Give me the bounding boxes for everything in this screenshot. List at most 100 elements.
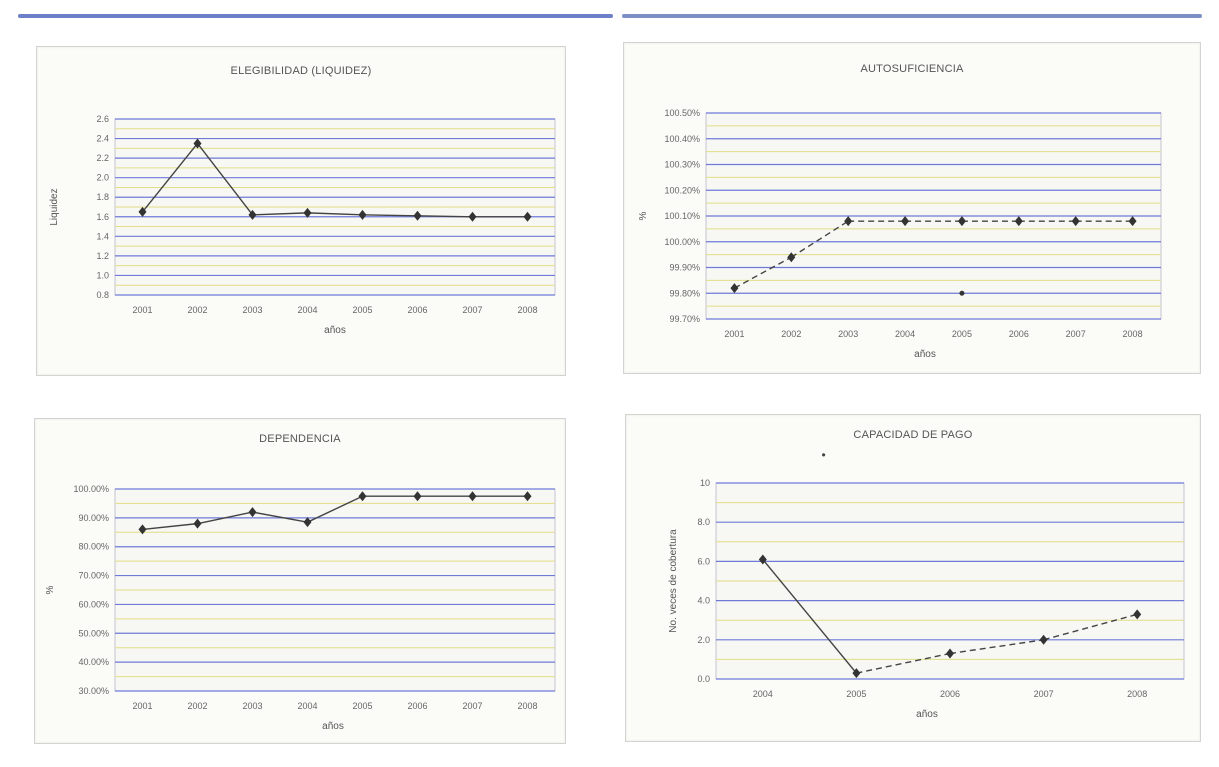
y-tick-label: 100.40% <box>664 134 700 144</box>
x-tick-label: 2005 <box>952 329 972 339</box>
series-line-segment <box>362 214 418 217</box>
y-tick-label: 4.0 <box>697 596 710 606</box>
data-point <box>901 216 910 227</box>
series-line-segment <box>734 256 792 289</box>
y-tick-label: 2.0 <box>96 173 109 183</box>
y-tick-label: 99.70% <box>669 314 700 324</box>
y-tick-label: 100.00% <box>664 237 700 247</box>
top-rule-left <box>18 14 613 18</box>
series-line-segment <box>252 511 308 523</box>
chart-svg: 100.50% 100.40% 100.30% 100.20% 100.10% 100.0… <box>638 108 1162 360</box>
y-axis-label: Liquidez <box>49 188 60 225</box>
data-point <box>413 491 422 502</box>
stray-data-point <box>959 290 965 296</box>
series-line-segment <box>307 495 363 523</box>
series-line-segment <box>949 639 1044 655</box>
x-tick-label: 2004 <box>297 305 317 315</box>
y-tick-label: 8.0 <box>697 517 710 527</box>
x-tick-label: 2003 <box>242 701 262 711</box>
x-tick-label: 2003 <box>838 329 858 339</box>
series-line-segment <box>856 652 951 674</box>
data-point <box>844 216 853 227</box>
data-point <box>957 216 966 227</box>
y-tick-label: 1.6 <box>96 212 109 222</box>
series-line-segment <box>1043 613 1138 641</box>
y-tick-label: 100.20% <box>664 185 700 195</box>
y-tick-label: 100.00% <box>73 484 109 494</box>
data-point <box>758 554 767 565</box>
y-tick-label: 1.0 <box>96 270 109 280</box>
x-tick-label: 2008 <box>1123 329 1143 339</box>
x-tick-label: 2001 <box>132 701 152 711</box>
data-point <box>138 206 147 217</box>
y-tick-label: 99.90% <box>669 263 700 273</box>
top-rule-right <box>622 14 1202 18</box>
series-line-segment <box>196 143 254 216</box>
y-tick-label: 60.00% <box>78 599 109 609</box>
x-tick-label: 2004 <box>297 701 317 711</box>
series-line-segment <box>197 511 253 525</box>
y-tick-label: 100.10% <box>664 211 700 221</box>
data-point <box>358 491 367 502</box>
data-point <box>248 507 257 518</box>
y-axis-label: No. veces de cobertura <box>668 529 679 633</box>
x-tick-label: 2005 <box>352 701 372 711</box>
x-axis-label: años <box>322 721 344 732</box>
x-tick-label: 2006 <box>1009 329 1029 339</box>
data-point <box>248 209 257 220</box>
y-tick-label: 50.00% <box>78 628 109 638</box>
y-tick-label: 1.4 <box>96 231 109 241</box>
chart-title: ELEGIBILIDAD (LIQUIDEZ) <box>230 65 372 77</box>
data-point <box>787 252 796 263</box>
chart-title: AUTOSUFICIENCIA <box>860 63 964 75</box>
data-point <box>193 138 202 149</box>
data-point <box>193 518 202 529</box>
x-axis-label: años <box>914 349 936 360</box>
chart-svg: 10 8.0 6.0 4.0 2.0 0.0 2004 2005 2006 2007 2008 año… <box>668 448 1185 720</box>
data-point <box>730 283 739 294</box>
chart-panel-dependency: DEPENDENCIA 100.00% 90.00% 80.00% 70.00% 60.… <box>34 418 566 744</box>
x-tick-label: 2008 <box>1127 689 1147 699</box>
data-point <box>413 210 422 221</box>
data-point <box>1039 634 1048 645</box>
series-line-segment <box>142 522 198 531</box>
data-point <box>1128 216 1137 227</box>
data-point <box>303 207 312 218</box>
y-tick-label: 2.0 <box>697 635 710 645</box>
y-tick-label: 90.00% <box>78 513 109 523</box>
x-tick-label: 2005 <box>352 305 372 315</box>
data-point <box>138 524 147 535</box>
chart-svg: 100.00% 90.00% 80.00% 70.00% 60.00% 50.00% 40.… <box>45 484 556 732</box>
x-tick-label: 2007 <box>1066 329 1086 339</box>
x-axis-label: años <box>916 709 938 720</box>
x-tick-label: 2007 <box>462 305 482 315</box>
data-point <box>1071 216 1080 227</box>
chart-title: CAPACIDAD DE PAGO <box>853 429 973 441</box>
stray-mark: • <box>822 448 826 462</box>
x-tick-label: 2007 <box>462 701 482 711</box>
y-tick-label: 99.80% <box>669 288 700 298</box>
y-tick-label: 1.8 <box>96 192 109 202</box>
x-tick-label: 2002 <box>187 701 207 711</box>
y-tick-label: 30.00% <box>78 686 109 696</box>
data-point <box>1133 609 1142 620</box>
y-tick-label: 80.00% <box>78 542 109 552</box>
y-tick-label: 1.2 <box>96 251 109 261</box>
series-line-segment <box>417 215 473 218</box>
x-tick-label: 2003 <box>242 305 262 315</box>
x-tick-label: 2001 <box>724 329 744 339</box>
y-tick-label: 2.2 <box>96 153 109 163</box>
chart-title: DEPENDENCIA <box>259 433 341 445</box>
data-point <box>523 211 532 222</box>
y-tick-label: 2.4 <box>96 134 109 144</box>
x-tick-label: 2007 <box>1034 689 1054 699</box>
y-tick-label: 100.30% <box>664 160 700 170</box>
data-point <box>303 517 312 528</box>
x-tick-label: 2004 <box>895 329 915 339</box>
y-tick-label: 10 <box>700 478 710 488</box>
x-tick-label: 2006 <box>940 689 960 699</box>
data-point <box>946 648 954 659</box>
y-tick-label: 40.00% <box>78 657 109 667</box>
y-tick-label: 0.8 <box>96 290 109 300</box>
y-axis-label: % <box>638 211 649 220</box>
